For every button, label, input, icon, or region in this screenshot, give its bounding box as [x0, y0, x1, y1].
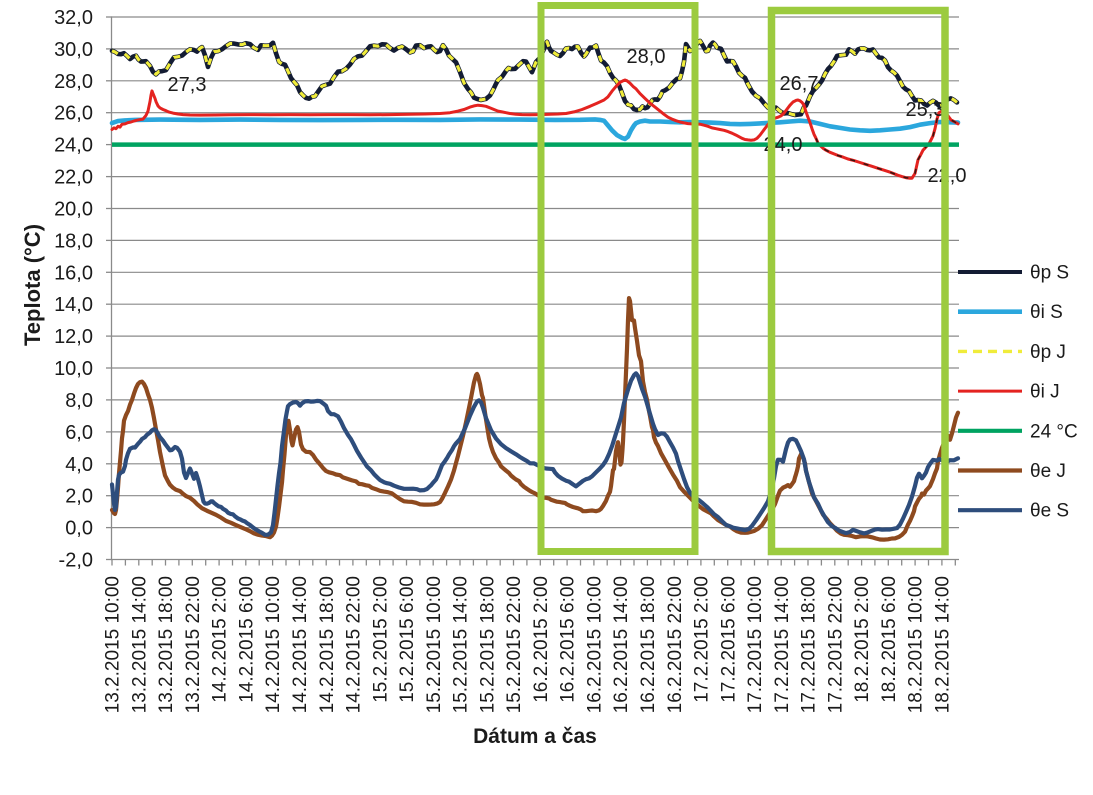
svg-text:13.2.2015 10:00: 13.2.2015 10:00 — [103, 576, 124, 713]
svg-text:16.2.2015 18:00: 16.2.2015 18:00 — [638, 576, 659, 713]
svg-text:θe S: θe S — [1030, 501, 1069, 522]
svg-text:15.2.2015 22:00: 15.2.2015 22:00 — [504, 576, 525, 713]
svg-text:4,0: 4,0 — [65, 454, 93, 476]
svg-text:14.2.2015 18:00: 14.2.2015 18:00 — [317, 576, 338, 713]
svg-text:Dátum a čas: Dátum a čas — [473, 725, 597, 748]
svg-text:26,7: 26,7 — [780, 73, 819, 95]
svg-text:14.2.2015 2:00: 14.2.2015 2:00 — [210, 576, 231, 703]
svg-text:18.2.2015 6:00: 18.2.2015 6:00 — [879, 576, 900, 703]
svg-text:13.2.2015 14:00: 13.2.2015 14:00 — [129, 576, 150, 713]
svg-text:12,0: 12,0 — [54, 326, 93, 348]
svg-text:14.2.2015 6:00: 14.2.2015 6:00 — [236, 576, 257, 703]
svg-text:24,0: 24,0 — [54, 135, 93, 157]
svg-text:-2,0: -2,0 — [59, 550, 93, 572]
svg-text:20,0: 20,0 — [54, 199, 93, 221]
svg-text:27,3: 27,3 — [168, 74, 207, 96]
svg-text:16,0: 16,0 — [54, 262, 93, 284]
svg-text:30,0: 30,0 — [54, 39, 93, 61]
svg-text:18.2.2015 2:00: 18.2.2015 2:00 — [852, 576, 873, 703]
svg-text:10,0: 10,0 — [54, 358, 93, 380]
svg-text:0,0: 0,0 — [65, 518, 93, 540]
svg-text:15.2.2015 18:00: 15.2.2015 18:00 — [477, 576, 498, 713]
svg-text:17.2.2015 22:00: 17.2.2015 22:00 — [825, 576, 846, 713]
svg-text:22,0: 22,0 — [54, 167, 93, 189]
svg-text:18.2.2015 14:00: 18.2.2015 14:00 — [933, 576, 954, 713]
svg-text:15.2.2015 2:00: 15.2.2015 2:00 — [370, 576, 391, 703]
svg-text:17.2.2015 14:00: 17.2.2015 14:00 — [772, 576, 793, 713]
svg-text:θe J: θe J — [1030, 461, 1066, 482]
svg-text:13.2.2015 22:00: 13.2.2015 22:00 — [183, 576, 204, 713]
svg-text:18,0: 18,0 — [54, 230, 93, 252]
svg-text:16.2.2015 14:00: 16.2.2015 14:00 — [611, 576, 632, 713]
svg-text:28,0: 28,0 — [54, 71, 93, 93]
svg-text:18.2.2015 10:00: 18.2.2015 10:00 — [906, 576, 927, 713]
svg-text:Teplota (°C): Teplota (°C) — [20, 224, 45, 346]
svg-text:14.2.2015 14:00: 14.2.2015 14:00 — [290, 576, 311, 713]
svg-text:15.2.2015 10:00: 15.2.2015 10:00 — [424, 576, 445, 713]
svg-text:28,0: 28,0 — [627, 46, 666, 68]
svg-text:13.2.2015 18:00: 13.2.2015 18:00 — [156, 576, 177, 713]
svg-text:6,0: 6,0 — [65, 422, 93, 444]
svg-text:25,3: 25,3 — [906, 99, 945, 121]
svg-text:15.2.2015 14:00: 15.2.2015 14:00 — [451, 576, 472, 713]
svg-text:17.2.2015 6:00: 17.2.2015 6:00 — [718, 576, 739, 703]
svg-text:θp S: θp S — [1030, 263, 1069, 284]
svg-text:θi S: θi S — [1030, 302, 1063, 323]
svg-text:16.2.2015 2:00: 16.2.2015 2:00 — [531, 576, 552, 703]
svg-text:32,0: 32,0 — [54, 7, 93, 29]
svg-text:17.2.2015 10:00: 17.2.2015 10:00 — [745, 576, 766, 713]
svg-text:24 °C: 24 °C — [1030, 421, 1078, 442]
svg-text:θp J: θp J — [1030, 342, 1066, 363]
svg-text:26,0: 26,0 — [54, 103, 93, 125]
svg-text:16.2.2015 6:00: 16.2.2015 6:00 — [558, 576, 579, 703]
svg-text:14.2.2015 10:00: 14.2.2015 10:00 — [263, 576, 284, 713]
svg-text:14,0: 14,0 — [54, 294, 93, 316]
svg-text:15.2.2015 6:00: 15.2.2015 6:00 — [397, 576, 418, 703]
svg-text:17.2.2015 2:00: 17.2.2015 2:00 — [692, 576, 713, 703]
svg-text:14.2.2015 22:00: 14.2.2015 22:00 — [344, 576, 365, 713]
svg-text:θi J: θi J — [1030, 382, 1060, 403]
svg-text:16.2.2015 22:00: 16.2.2015 22:00 — [665, 576, 686, 713]
svg-text:2,0: 2,0 — [65, 486, 93, 508]
svg-text:17.2.2015 18:00: 17.2.2015 18:00 — [799, 576, 820, 713]
svg-text:8,0: 8,0 — [65, 390, 93, 412]
svg-text:16.2.2015 10:00: 16.2.2015 10:00 — [585, 576, 606, 713]
